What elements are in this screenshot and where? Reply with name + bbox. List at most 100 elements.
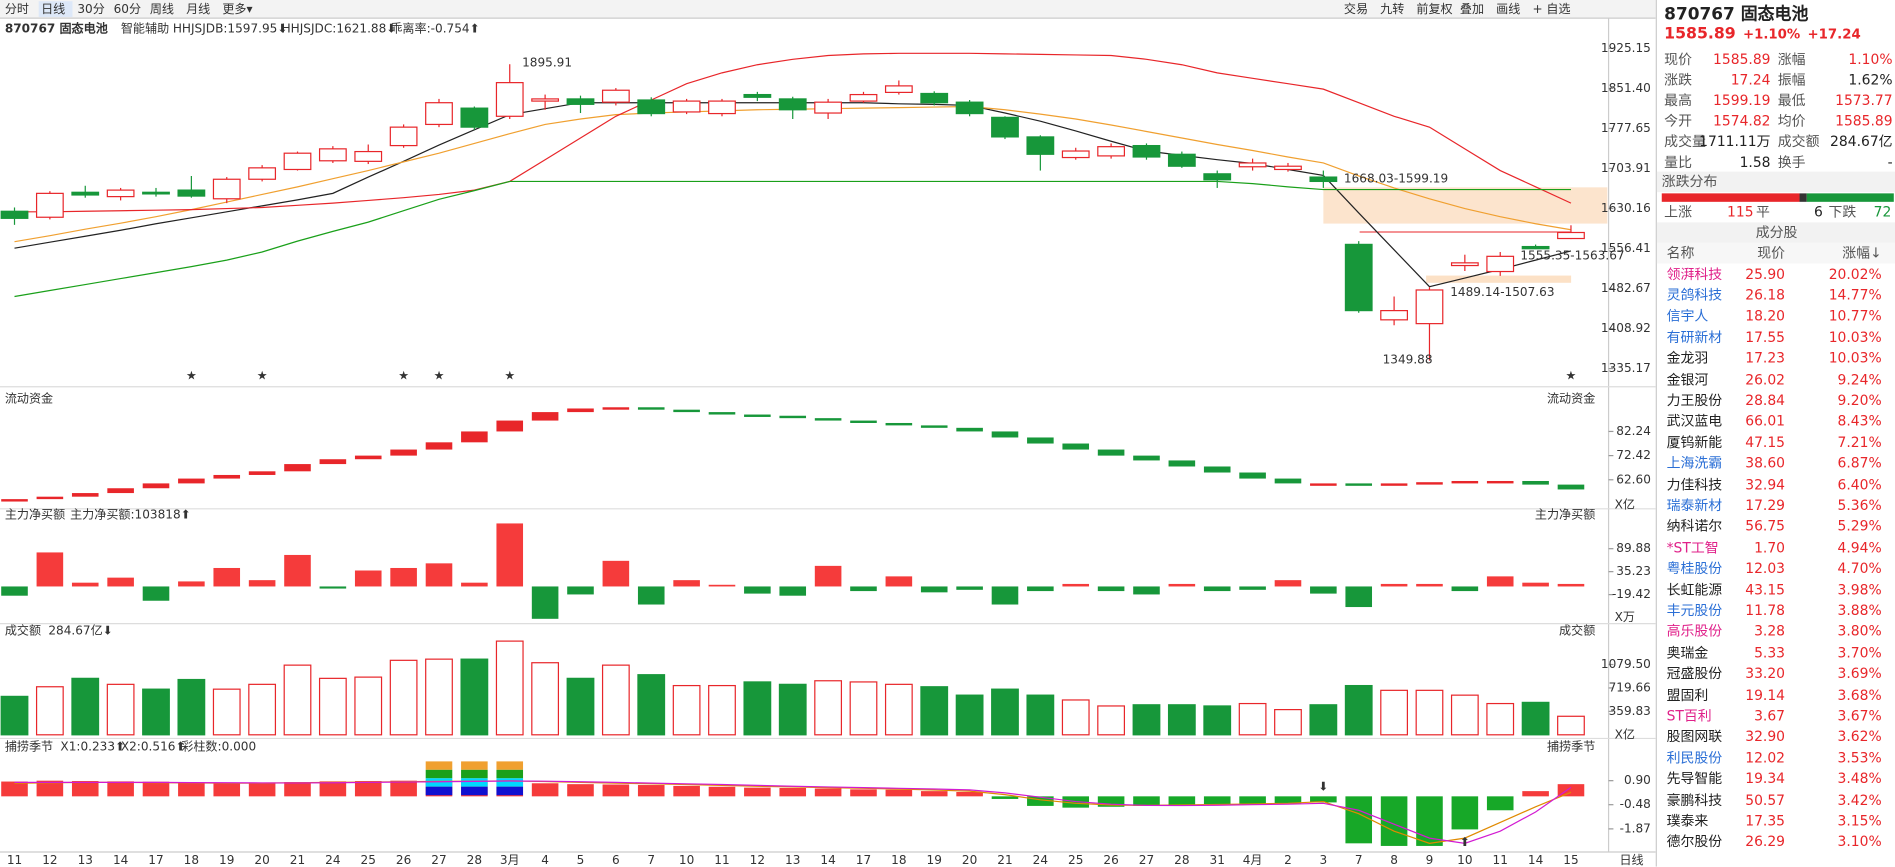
dist-value: 115 <box>1727 203 1754 220</box>
y-tick-label: 82.24 <box>1616 424 1651 438</box>
tool[interactable]: 叠加 <box>1460 2 1484 16</box>
bar <box>178 581 205 587</box>
y-tick-label: 1079.50 <box>1601 657 1651 671</box>
tab[interactable]: 分时 <box>5 2 29 16</box>
x-tick-label: 8 <box>1390 853 1398 867</box>
stock-name[interactable]: 璞泰来 <box>1666 812 1709 829</box>
stock-name[interactable]: 股图网联 <box>1666 727 1723 745</box>
x-tick-label: 20 <box>254 853 269 867</box>
panel-subtitle: 284.67亿⬇ <box>48 622 112 637</box>
stock-name[interactable]: 力佳科技 <box>1666 475 1723 493</box>
constituent-row: 股图网联 32.90 3.62% <box>1657 727 1895 748</box>
bar <box>991 586 1019 605</box>
bar <box>1522 582 1549 587</box>
volume-bar <box>708 684 736 736</box>
tool[interactable]: 交易 <box>1344 1 1368 16</box>
stock-name[interactable]: 金银河 <box>1666 370 1709 388</box>
tab[interactable]: 月线 <box>186 2 210 16</box>
stock-name[interactable]: 高乐股份 <box>1666 622 1723 640</box>
dist-value: 72 <box>1873 203 1892 220</box>
stock-name[interactable]: 灵鸽科技 <box>1666 286 1723 304</box>
tab[interactable]: 60分 <box>114 2 141 16</box>
y-tick-label: -1.87 <box>1620 821 1651 835</box>
table-header: 名称 现价 涨幅↓ <box>1656 242 1895 264</box>
x-tick-label: 27 <box>431 853 446 867</box>
section-title: 涨跌分布 <box>1656 171 1895 193</box>
stock-change: 9.24% <box>1837 370 1882 388</box>
stock-name[interactable]: 信宇人 <box>1666 307 1709 325</box>
stock-name[interactable]: 丰元股份 <box>1666 601 1723 619</box>
stock-name[interactable]: 奥瑞金 <box>1666 643 1709 661</box>
quote-cell: 1574.82 <box>1713 112 1771 130</box>
volume-bar <box>142 688 170 736</box>
stock-name[interactable]: 力王股份 <box>1666 391 1723 409</box>
stock-name[interactable]: 冠盛股份 <box>1666 664 1723 682</box>
stock-name[interactable]: 盟固利 <box>1666 685 1709 703</box>
volume-bar <box>1167 704 1196 736</box>
bar <box>1557 583 1585 587</box>
stock-change: 3.42% <box>1837 790 1882 808</box>
y-tick-label: -19.42 <box>1612 587 1651 601</box>
stock-name[interactable]: 上海洗霸 <box>1666 454 1723 472</box>
tool[interactable]: + 自选 <box>1532 2 1570 16</box>
stock-name[interactable]: 豪鹏科技 <box>1666 790 1723 808</box>
bar <box>1380 583 1408 587</box>
bar <box>567 586 594 595</box>
constituent-row: 长虹能源 43.15 3.98% <box>1657 579 1895 600</box>
bar <box>956 586 983 590</box>
x-tick-label: 11 <box>7 853 22 867</box>
bar <box>425 563 453 587</box>
bar <box>602 784 630 797</box>
stock-name[interactable]: 有研新材 <box>1666 328 1723 346</box>
stock-name[interactable]: 武汉蓝电 <box>1666 412 1723 430</box>
candle-body <box>920 92 949 104</box>
tab[interactable]: 更多▾ <box>222 2 253 16</box>
bar <box>284 554 311 587</box>
bar <box>71 582 99 587</box>
distribution-bar <box>1661 193 1894 202</box>
volume-bar <box>920 686 949 736</box>
volume-bar <box>35 686 64 736</box>
price: 1585.89 <box>1664 25 1736 44</box>
stock-name[interactable]: *ST工智 <box>1666 538 1719 556</box>
quote-cell: 量比 <box>1664 153 1692 171</box>
stock-name[interactable]: 领湃科技 <box>1666 265 1723 283</box>
bar <box>1027 586 1054 592</box>
bar <box>637 785 665 797</box>
candle-body <box>1132 144 1161 158</box>
quote-row: 现价 1585.89 涨幅 1.10% <box>1657 50 1895 71</box>
tool[interactable]: 前复权 <box>1416 1 1452 16</box>
bar <box>1168 796 1196 806</box>
stock-name[interactable]: 厦钨新能 <box>1666 433 1723 451</box>
tab[interactable]: 日线 <box>41 2 65 16</box>
stock-name[interactable]: 德尔股份 <box>1666 833 1723 850</box>
flow-bar <box>1486 480 1514 484</box>
tool[interactable]: 九转 <box>1380 1 1404 16</box>
tool[interactable]: 画线 <box>1496 2 1520 16</box>
assist[interactable]: 智能辅助 <box>121 21 169 36</box>
annotation: 1668.03-1599.19 <box>1344 171 1448 185</box>
quote-cell: 1.62% <box>1848 71 1893 89</box>
stock-name[interactable]: 先导智能 <box>1666 769 1723 787</box>
bar <box>1451 796 1479 830</box>
bar <box>744 787 771 797</box>
stock-name[interactable]: 瑞泰新材 <box>1666 496 1723 514</box>
stock-name[interactable]: 粤桂股份 <box>1666 559 1723 577</box>
stock-name[interactable]: 纳科诺尔 <box>1666 517 1723 535</box>
bar <box>248 580 276 587</box>
stock-name[interactable]: ST百利 <box>1666 706 1712 724</box>
volume-bar <box>0 695 29 736</box>
signal-star: ★ <box>186 368 197 382</box>
stock-name[interactable]: 金龙羽 <box>1666 349 1709 367</box>
tab[interactable]: 周线 <box>150 2 174 16</box>
stock-name[interactable]: 利民股份 <box>1666 748 1723 766</box>
bar <box>1557 784 1585 797</box>
x-tick-label: 12 <box>750 853 765 867</box>
stock-name[interactable]: 长虹能源 <box>1666 580 1723 598</box>
annotation: 1555.35-1563.67 <box>1520 249 1624 263</box>
volume-bar <box>1132 704 1161 736</box>
bar <box>1310 586 1337 594</box>
flow-bar <box>1310 483 1337 486</box>
y-tick-label: -0.48 <box>1620 797 1651 811</box>
tab[interactable]: 30分 <box>77 2 104 16</box>
